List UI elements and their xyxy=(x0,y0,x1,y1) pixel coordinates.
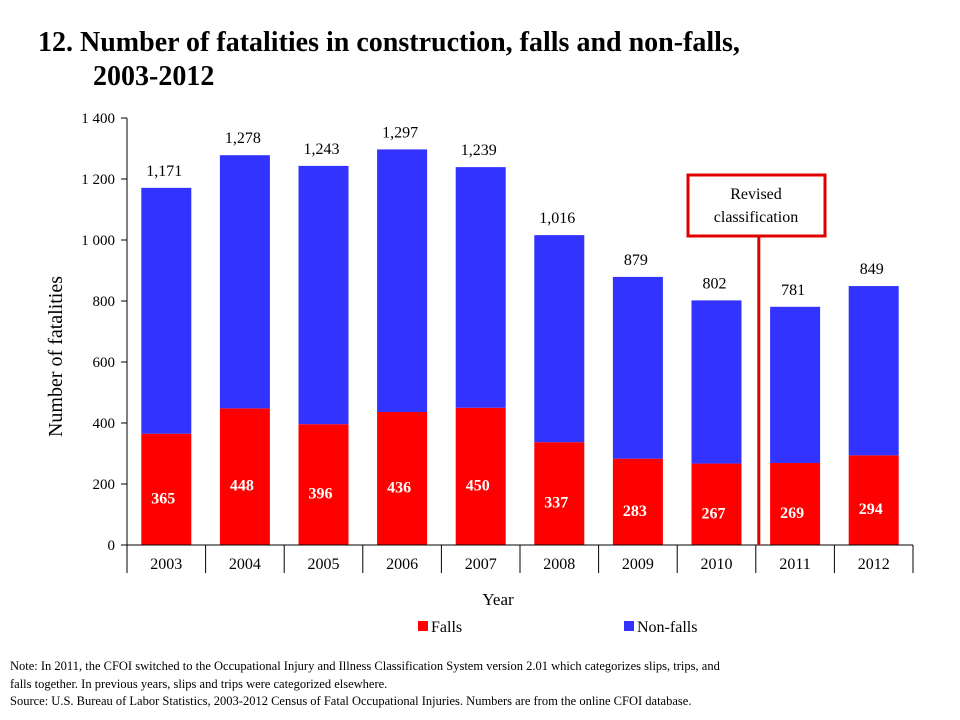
bar-non-falls-2004 xyxy=(219,155,270,409)
bar-falls-2008 xyxy=(534,442,585,545)
x-tick-label-2011: 2011 xyxy=(779,556,810,573)
footnote-line2: falls together. In previous years, slips… xyxy=(10,676,388,691)
bar-falls-2005 xyxy=(298,424,349,545)
x-tick-label-2006: 2006 xyxy=(386,556,418,573)
falls-value-label-2008: 337 xyxy=(544,495,568,512)
bar-non-falls-2009 xyxy=(612,276,663,459)
chart-title-line1: 12. Number of fatalities in construction… xyxy=(38,27,740,58)
y-tick-label: 1 400 xyxy=(81,111,115,127)
bar-non-falls-2010 xyxy=(691,300,742,464)
legend-swatch-falls xyxy=(418,621,428,631)
total-label-2011: 781 xyxy=(781,282,805,299)
chart-title: 12. Number of fatalities in construction… xyxy=(38,26,938,94)
y-tick-label: 1 000 xyxy=(81,233,115,249)
legend-swatch-non-falls xyxy=(624,621,634,631)
annotation-layer: Revised classification xyxy=(686,173,827,545)
total-label-2006: 1,297 xyxy=(382,124,418,141)
falls-value-label-2007: 450 xyxy=(466,477,490,494)
falls-value-label-2010: 267 xyxy=(702,505,726,522)
bar-non-falls-2012 xyxy=(848,286,899,456)
bar-falls-2003 xyxy=(141,433,192,545)
footnote-source: Source: U.S. Bureau of Labor Statistics,… xyxy=(10,694,692,708)
x-tick-label-2008: 2008 xyxy=(543,556,575,573)
x-tick-label-2009: 2009 xyxy=(622,556,654,573)
legend-label-falls: Falls xyxy=(431,619,462,636)
y-tick-label: 1 200 xyxy=(81,172,115,188)
total-label-2004: 1,278 xyxy=(225,130,261,147)
falls-value-label-2011: 269 xyxy=(780,505,804,522)
total-label-2007: 1,239 xyxy=(461,142,497,159)
bar-non-falls-2006 xyxy=(377,149,428,413)
total-label-2008: 1,016 xyxy=(539,210,575,227)
stacked-bar-chart: 0 200 400 600 800 1 000 1 200 1 400 2003 2004 2005… xyxy=(45,111,914,636)
bar-falls-2006 xyxy=(377,412,428,545)
labels-layer: 1,171 1,278 1,243 1,297 1,239 1,016 879 802 781 8… xyxy=(146,124,883,522)
total-label-2009: 879 xyxy=(624,252,648,269)
y-axis-title: Number of fatalities xyxy=(45,276,67,437)
y-tick-label: 200 xyxy=(93,477,116,493)
total-label-2005: 1,243 xyxy=(304,141,340,158)
bar-falls-2012 xyxy=(848,455,899,545)
legend: Falls Non-falls xyxy=(418,619,697,636)
x-tick-label-2010: 2010 xyxy=(701,556,733,573)
bar-non-falls-2007 xyxy=(455,167,506,408)
bar-non-falls-2008 xyxy=(534,235,585,443)
axes-layer: 0 200 400 600 800 1 000 1 200 1 400 2003 2004 2005… xyxy=(45,111,914,609)
bar-non-falls-2005 xyxy=(298,165,349,425)
bar-non-falls-2011 xyxy=(770,306,821,463)
x-tick-label-2012: 2012 xyxy=(858,556,890,573)
bars-layer xyxy=(141,149,899,545)
falls-value-label-2009: 283 xyxy=(623,503,647,520)
bar-non-falls-2003 xyxy=(141,187,192,434)
bar-falls-2010 xyxy=(691,463,742,545)
falls-value-label-2012: 294 xyxy=(859,501,883,518)
total-label-2010: 802 xyxy=(703,275,727,292)
bar-falls-2011 xyxy=(770,462,821,545)
footnote-line1: Note: In 2011, the CFOI switched to the … xyxy=(10,659,720,673)
legend-label-non-falls: Non-falls xyxy=(637,619,697,636)
falls-value-label-2003: 365 xyxy=(151,490,175,507)
x-tick-label-2003: 2003 xyxy=(150,556,182,573)
total-label-2012: 849 xyxy=(860,261,884,278)
chart-title-line2: 2003-2012 xyxy=(93,61,215,92)
y-tick-label: 0 xyxy=(108,538,116,554)
bar-falls-2009 xyxy=(612,458,663,545)
revised-classification-box xyxy=(686,173,827,238)
revised-classification-label-line1: Revised xyxy=(730,186,782,203)
y-tick-label: 600 xyxy=(93,355,116,371)
falls-value-label-2004: 448 xyxy=(230,478,254,495)
falls-value-label-2006: 436 xyxy=(387,480,411,497)
x-tick-label-2007: 2007 xyxy=(465,556,497,573)
x-tick-label-2005: 2005 xyxy=(308,556,340,573)
total-label-2003: 1,171 xyxy=(146,163,182,180)
y-tick-label: 400 xyxy=(93,416,116,432)
bar-falls-2004 xyxy=(219,408,270,545)
y-tick-label: 800 xyxy=(93,294,116,310)
revised-classification-label-line2: classification xyxy=(714,209,798,226)
x-axis-title: Year xyxy=(482,590,514,609)
falls-value-label-2005: 396 xyxy=(309,486,333,503)
x-tick-label-2004: 2004 xyxy=(229,556,261,573)
footnote: Note: In 2011, the CFOI switched to the … xyxy=(10,658,940,711)
bar-falls-2007 xyxy=(455,407,506,545)
